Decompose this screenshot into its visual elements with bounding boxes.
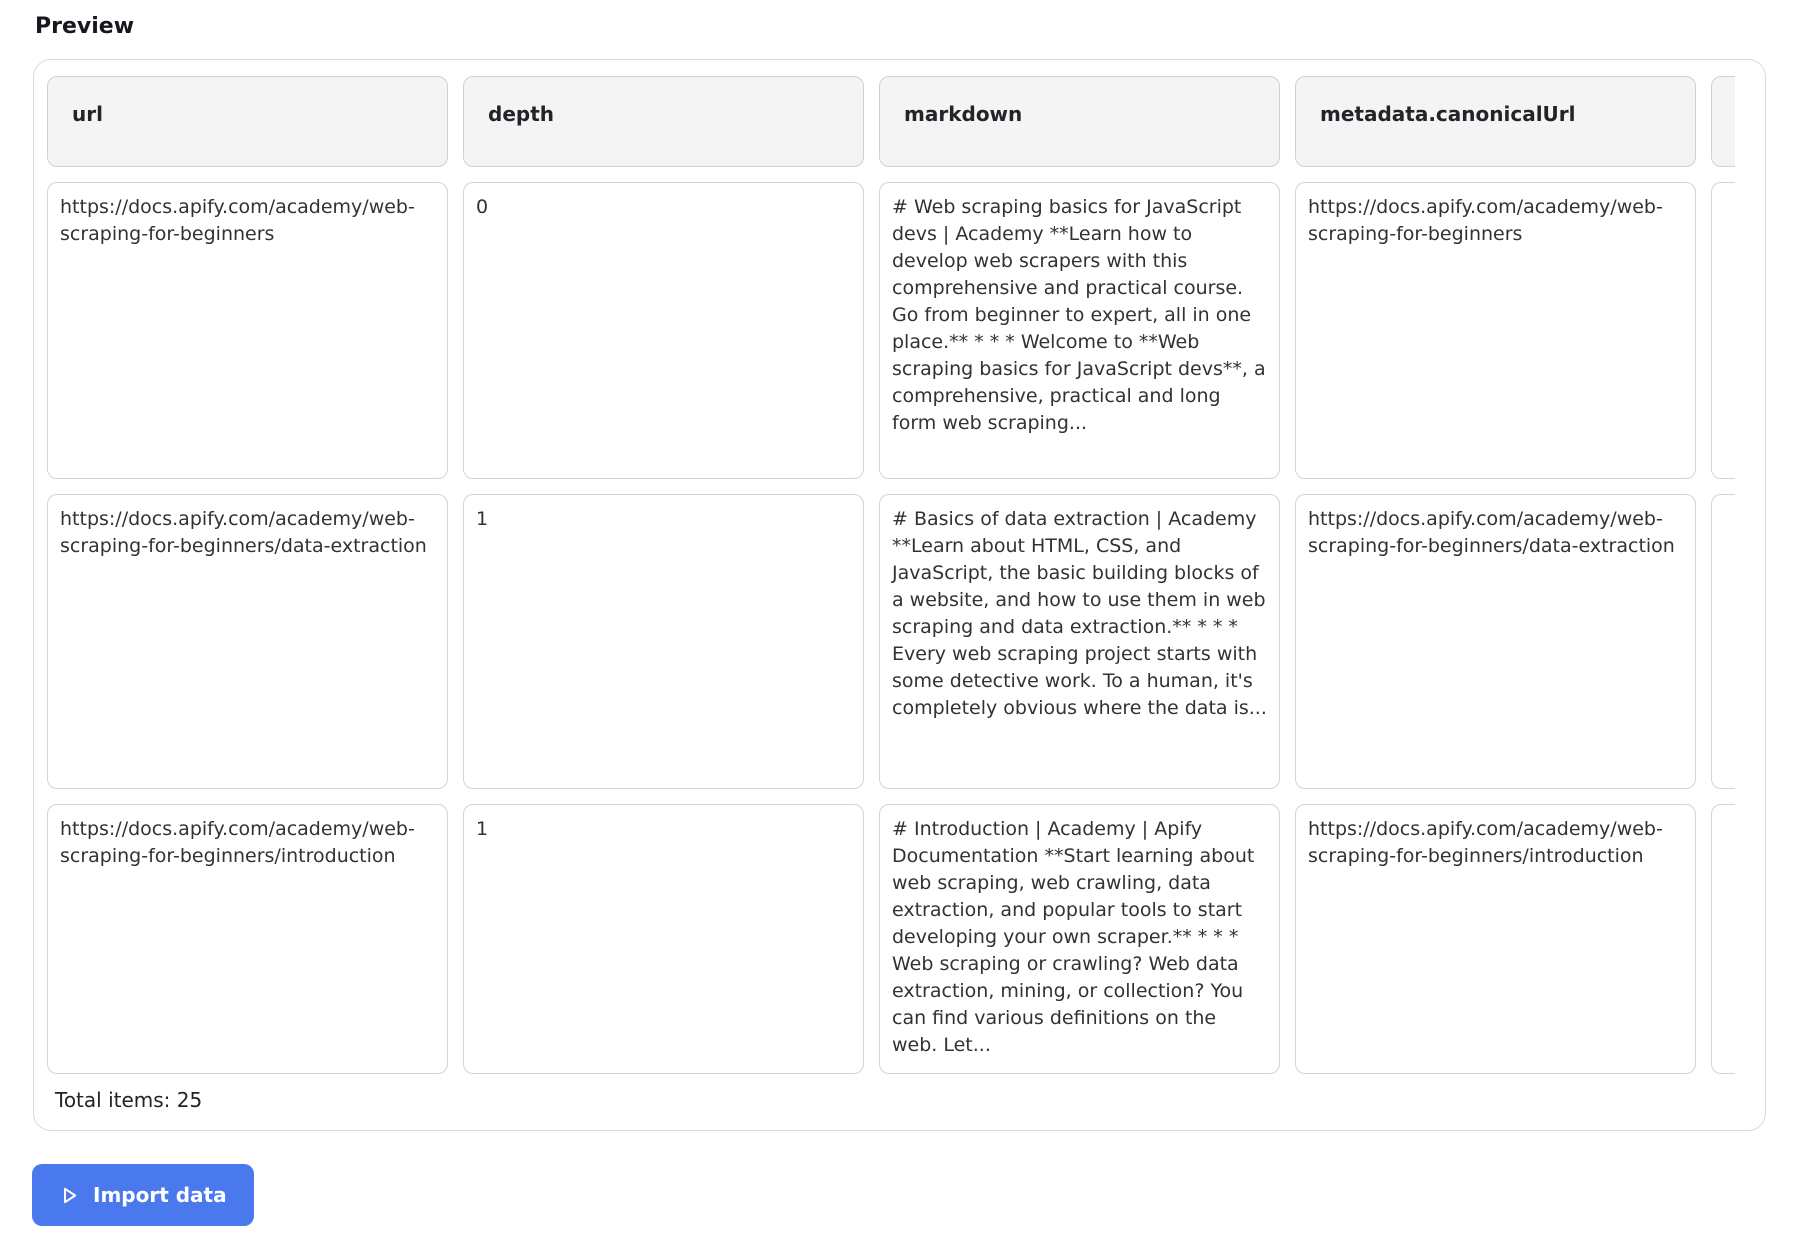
column-header-markdown: markdown [879, 76, 1280, 167]
cell-depth: 1 [463, 494, 864, 789]
cell-url: https://docs.apify.com/academy/web-scrap… [47, 182, 448, 479]
cell-partial [1711, 494, 1735, 789]
cell-depth: 1 [463, 804, 864, 1074]
column-header-url: url [47, 76, 448, 167]
preview-table-card: url depth markdown metadata.canonicalUrl… [33, 59, 1766, 1131]
page-title: Preview [35, 14, 135, 39]
cell-partial [1711, 804, 1735, 1074]
column-header-depth: depth [463, 76, 864, 167]
preview-table: url depth markdown metadata.canonicalUrl… [47, 76, 1735, 1074]
cell-markdown: # Web scraping basics for JavaScript dev… [879, 182, 1280, 479]
column-header-partial [1711, 76, 1735, 167]
cell-canonical-url: https://docs.apify.com/academy/web-scrap… [1295, 494, 1696, 789]
cell-partial [1711, 182, 1735, 479]
cell-url: https://docs.apify.com/academy/web-scrap… [47, 494, 448, 789]
total-items-label: Total items: 25 [55, 1088, 203, 1112]
cell-canonical-url: https://docs.apify.com/academy/web-scrap… [1295, 182, 1696, 479]
cell-depth: 0 [463, 182, 864, 479]
cell-markdown: # Basics of data extraction | Academy **… [879, 494, 1280, 789]
cell-canonical-url: https://docs.apify.com/academy/web-scrap… [1295, 804, 1696, 1074]
column-header-canonical-url: metadata.canonicalUrl [1295, 76, 1696, 167]
cell-markdown: # Introduction | Academy | Apify Documen… [879, 804, 1280, 1074]
import-data-button[interactable]: Import data [32, 1164, 254, 1226]
play-icon [59, 1185, 80, 1206]
table-scroll-area[interactable]: url depth markdown metadata.canonicalUrl… [47, 76, 1735, 1074]
import-button-label: Import data [93, 1183, 227, 1207]
cell-url: https://docs.apify.com/academy/web-scrap… [47, 804, 448, 1074]
